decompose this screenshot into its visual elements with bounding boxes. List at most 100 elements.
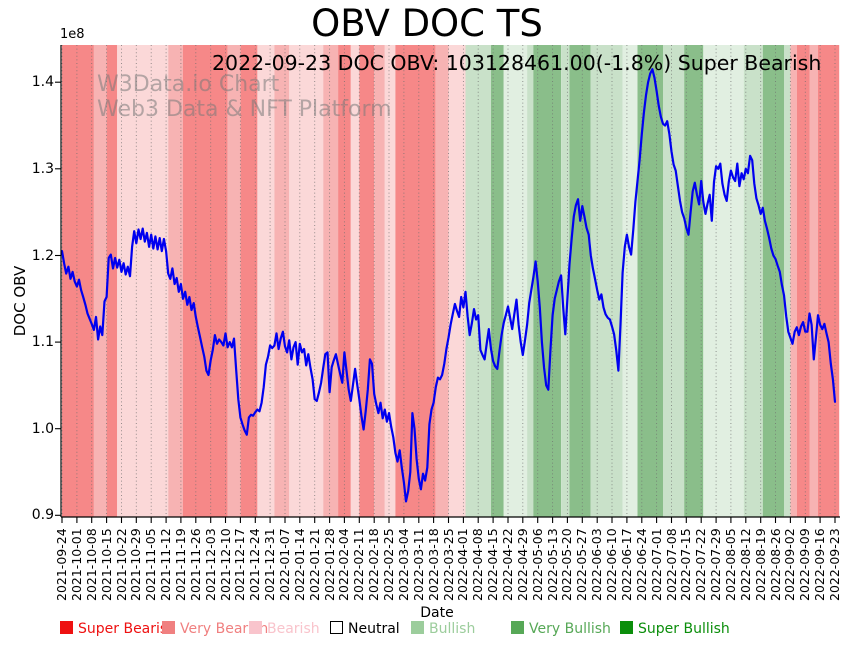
- x-tick-label: 2021-11-26: [187, 528, 203, 601]
- chart-legend: Super Bearish Very Bearish Bearish Neutral B…: [0, 621, 853, 641]
- x-tick-label: 2022-04-22: [500, 528, 515, 601]
- legend-item-bearish: Bearish: [249, 621, 320, 639]
- x-tick-label: 2022-09-09: [797, 528, 813, 601]
- sentiment-band-VB: [790, 45, 797, 517]
- legend-item-super-bearish: Super Bearish: [60, 621, 176, 639]
- x-tick-label: 2022-01-21: [306, 528, 322, 601]
- x-tick-label: 2022-07-01: [648, 528, 664, 601]
- sentiment-band-SBU: [491, 45, 504, 517]
- sentiment-band-SBU: [637, 45, 663, 517]
- watermark: W3Data.io Chart Web3 Data & NFT Platform: [97, 72, 392, 122]
- chart-annotation: 2022-09-23 DOC OBV: 103128461.00(-1.8%) …: [212, 51, 822, 75]
- legend-item-very-bearish: Very Bearish: [162, 621, 268, 639]
- x-tick-label: 2022-08-12: [737, 528, 753, 601]
- x-tick-label: 2022-08-19: [752, 528, 768, 601]
- legend-label-very-bullish: Very Bullish: [529, 621, 611, 637]
- legend-label-very-bearish: Very Bearish: [180, 621, 269, 637]
- sentiment-band-B: [350, 45, 360, 517]
- x-tick-label: 2021-10-15: [98, 528, 114, 601]
- x-tick-label: 2021-10-08: [83, 528, 99, 601]
- sentiment-band-VB: [227, 45, 241, 517]
- sentiment-band-SB: [796, 45, 810, 517]
- watermark-line2: Web3 Data & NFT Platform: [97, 97, 392, 122]
- x-tick-label: 2022-05-20: [559, 528, 575, 601]
- legend-swatch-very-bullish: [511, 621, 524, 634]
- legend-label-bearish: Bearish: [267, 621, 320, 637]
- legend-item-very-bullish: Very Bullish: [511, 621, 611, 639]
- legend-label-neutral: Neutral: [348, 621, 400, 637]
- legend-swatch-neutral: [330, 621, 343, 634]
- x-tick-label: 2022-09-23: [827, 528, 842, 601]
- x-tick-label: 2022-02-11: [351, 528, 367, 601]
- sentiment-band-VB: [374, 45, 385, 517]
- x-tick-label: 2022-09-02: [782, 528, 798, 601]
- legend-swatch-bullish: [411, 621, 424, 634]
- x-tick-label: 2021-09-24: [54, 528, 69, 601]
- chart-title: OBV DOC TS: [311, 2, 543, 45]
- legend-label-super-bearish: Super Bearish: [78, 621, 177, 637]
- x-tick-label: 2022-06-24: [633, 528, 649, 601]
- sentiment-band-VBU: [527, 45, 534, 517]
- sentiment-band-SB: [240, 45, 258, 517]
- x-tick-label: 2022-03-11: [410, 528, 426, 601]
- x-tick-label: 2022-02-18: [366, 528, 382, 601]
- x-tick-label: 2021-11-19: [172, 528, 188, 601]
- legend-swatch-bearish: [249, 621, 262, 634]
- y-tick-label: 0.9: [31, 507, 54, 524]
- sentiment-band-VB: [809, 45, 818, 517]
- x-tick-label: 2022-02-04: [336, 528, 352, 601]
- sentiment-band-VB: [274, 45, 290, 517]
- y-tick-label: 1.4: [31, 74, 54, 91]
- sentiment-band-VB: [323, 45, 339, 517]
- x-tick-label: 2022-06-03: [589, 528, 605, 601]
- x-tick-label: 2021-12-31: [262, 528, 278, 601]
- x-tick-label: 2022-05-27: [574, 528, 590, 601]
- legend-item-neutral: Neutral: [330, 621, 400, 639]
- x-tick-label: 2022-04-08: [470, 528, 486, 601]
- x-tick-label: 2021-12-17: [232, 528, 248, 601]
- x-tick-label: 2022-03-18: [425, 528, 441, 601]
- sentiment-band-SBU: [762, 45, 784, 517]
- sentiment-band-VBU: [784, 45, 791, 517]
- x-tick-label: 2022-06-10: [604, 528, 619, 601]
- sentiment-band-BU: [622, 45, 638, 517]
- sentiment-band-BU: [503, 45, 528, 517]
- sentiment-band-B: [384, 45, 396, 517]
- x-tick-label: 2022-03-04: [395, 528, 411, 601]
- legend-item-bullish: Bullish: [411, 621, 475, 639]
- sentiment-band-SB: [106, 45, 118, 517]
- sentiment-band-SB: [359, 45, 375, 517]
- x-tick-label: 2022-07-29: [708, 528, 724, 601]
- x-tick-label: 2022-06-17: [618, 528, 634, 601]
- sentiment-band-VB: [435, 45, 449, 517]
- sentiment-band-VBU: [743, 45, 763, 517]
- x-tick-label: 2021-12-03: [202, 528, 218, 601]
- sentiment-band-SB: [818, 45, 840, 517]
- sentiment-band-B: [117, 45, 169, 517]
- x-tick-label: 2021-10-01: [68, 528, 84, 601]
- sentiment-band-SBU: [684, 45, 704, 517]
- legend-label-bullish: Bullish: [429, 621, 476, 637]
- x-tick-label: 2022-02-25: [381, 528, 396, 601]
- sentiment-band-VBU: [561, 45, 570, 517]
- sentiment-band-VBU: [465, 45, 491, 517]
- y-axis-offset-text: 1e8: [60, 27, 85, 42]
- legend-item-super-bullish: Super Bullish: [620, 621, 730, 639]
- sentiment-band-BU: [703, 45, 744, 517]
- legend-label-super-bullish: Super Bullish: [638, 621, 730, 637]
- sentiment-band-SBU: [569, 45, 591, 517]
- x-tick-label: 2022-07-22: [693, 528, 709, 601]
- sentiment-band-B: [289, 45, 324, 517]
- x-tick-label: 2021-12-24: [247, 528, 263, 601]
- watermark-line1: W3Data.io Chart: [97, 72, 280, 97]
- sentiment-band-SB: [338, 45, 351, 517]
- sentiment-band-SB: [183, 45, 228, 517]
- legend-swatch-super-bearish: [60, 621, 73, 634]
- x-tick-label: 2022-09-16: [812, 528, 828, 601]
- x-tick-label: 2022-08-05: [722, 528, 738, 601]
- sentiment-band-B: [448, 45, 466, 517]
- y-tick-label: 1.0: [31, 420, 54, 437]
- sentiment-band-VBU: [663, 45, 685, 517]
